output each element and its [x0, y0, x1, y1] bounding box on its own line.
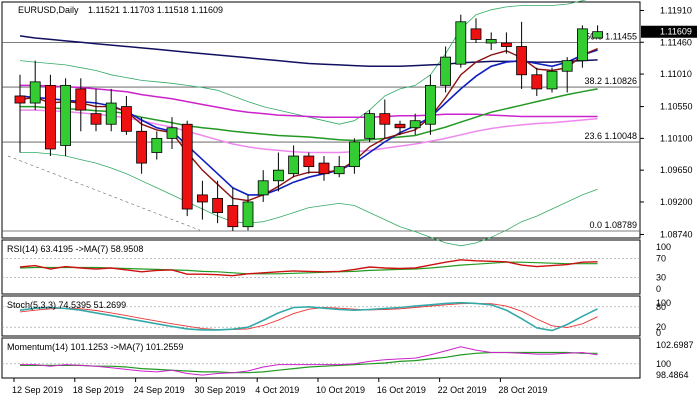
momentum-axis-label-2: 98.4864	[656, 370, 689, 380]
fib-label-1: 38.2 1.10826	[584, 76, 637, 86]
main-panel-frame	[1, 1, 641, 239]
candle-body-24	[379, 113, 391, 125]
candle-body-32	[500, 42, 512, 47]
date-tick-label-4: 4 Oct 2019	[255, 385, 299, 395]
axes: 1.11910 1.11460 1.11010 1.10550 1.10100 1.096…	[12, 5, 697, 395]
stoch-axis-label-1: 80	[656, 302, 666, 312]
rsi-axis-label-0: 100	[656, 242, 671, 252]
ohlc-header: 1.11521 1.11703 1.11518 1.11609	[88, 5, 223, 15]
candle-body-36	[561, 60, 573, 72]
price-tick-label-7: 1.08740	[660, 229, 693, 239]
candle-body-1	[29, 81, 41, 104]
symbol-header: EURUSD,Daily	[18, 5, 79, 15]
candle-body-35	[546, 70, 558, 90]
candle-body-16	[257, 180, 269, 196]
date-tick-label-6: 16 Oct 2019	[377, 385, 426, 395]
candle-body-5	[90, 113, 102, 125]
momentum-panel-frame	[1, 337, 641, 379]
rsi-axis-label-3: 0	[656, 284, 661, 294]
candle-body-30	[470, 28, 482, 40]
bollinger-lower-line	[20, 152, 598, 247]
candle-body-3	[60, 84, 71, 146]
last-price-box	[641, 25, 697, 38]
candle-body-8	[136, 130, 148, 164]
price-tick-label-3: 1.10550	[660, 102, 693, 112]
candle-body-6	[105, 102, 117, 125]
fib-label-0: 50.0 1.11455	[585, 32, 637, 42]
candle-body-18	[288, 155, 300, 175]
candle-body-33	[516, 46, 527, 76]
fib-label-2: 23.6 1.10048	[584, 131, 637, 141]
candle-body-37	[577, 28, 588, 62]
candle-body-20	[318, 162, 330, 175]
rsi-axis-label-1: 70	[656, 253, 666, 263]
candle-body-9	[151, 137, 163, 153]
price-tick-label-1: 1.11460	[660, 37, 692, 47]
candle-body-31	[485, 39, 497, 44]
date-tick-label-1: 18 Sep 2019	[73, 385, 124, 395]
candle-body-34	[531, 74, 543, 90]
ma-magenta-line	[20, 84, 598, 118]
fibonacci-levels: 50.0 1.11455 38.2 1.10826 23.6 1.10048 0.0 …	[2, 32, 640, 232]
candle-body-4	[75, 88, 87, 111]
stoch-k-line	[19, 301, 598, 332]
date-tick-label-3: 30 Sep 2019	[194, 385, 245, 395]
fib-label-3: 0.0 1.08789	[589, 220, 637, 230]
candle-body-26	[409, 120, 421, 129]
candle-body-25	[394, 123, 406, 129]
rsi-axis-label-2: 30	[656, 273, 666, 283]
candle-body-28	[440, 56, 452, 86]
candle-body-23	[364, 113, 376, 139]
ma-navy-line	[19, 35, 598, 68]
candle-body-13	[212, 198, 224, 213]
price-tick-label-2: 1.11010	[660, 69, 692, 79]
candle-body-12	[196, 194, 208, 203]
momentum-line	[20, 346, 598, 376]
candles	[14, 14, 603, 231]
price-tick-label-4: 1.10100	[660, 133, 693, 143]
candle-body-0	[14, 95, 26, 104]
stoch-axis-label-3: 0	[656, 328, 661, 338]
candle-body-17	[272, 169, 284, 182]
candle-body-27	[424, 84, 436, 125]
stoch-d-line	[19, 302, 598, 331]
candle-body-14	[227, 205, 239, 228]
candle-body-15	[242, 201, 254, 228]
date-tick-label-5: 10 Oct 2019	[316, 385, 365, 395]
rsi-panel-frame	[1, 239, 641, 295]
stoch-label: Stoch(5,3,3) 74.5395 51.2699	[7, 300, 126, 310]
candle-body-21	[333, 166, 345, 175]
momentum-axis-label-0: 102.6987	[656, 340, 694, 350]
candle-body-11	[181, 123, 193, 210]
last-price-label: 1.11609	[660, 27, 692, 37]
stoch-axis-label-2: 20	[656, 322, 666, 332]
trend-line	[7, 155, 201, 231]
rsi-label: RSI(14) 63.4195 ->MA(7) 58.9508	[7, 244, 143, 254]
momentum-label: Momentum(14) 101.1253 ->MA(7) 101.2559	[7, 342, 183, 352]
date-tick-label-0: 12 Sep 2019	[12, 385, 63, 395]
stoch-axis-label-0: 100	[656, 298, 671, 308]
candle-body-22	[348, 141, 360, 168]
date-tick-label-7: 22 Oct 2019	[438, 385, 487, 395]
price-tick-label-0: 1.11910	[660, 5, 692, 15]
candle-body-38	[592, 31, 603, 39]
candle-body-2	[45, 84, 56, 150]
date-tick-label-8: 28 Oct 2019	[498, 385, 547, 395]
price-tick-label-6: 1.09200	[660, 197, 693, 207]
price-tick-label-5: 1.09650	[660, 165, 693, 175]
momentum-ma-line	[20, 351, 598, 374]
date-tick-label-2: 24 Sep 2019	[134, 385, 185, 395]
candle-body-19	[303, 155, 315, 168]
rsi-line	[19, 259, 598, 277]
momentum-axis-label-1: 100	[656, 359, 671, 369]
candle-body-7	[121, 106, 132, 132]
stoch-panel-frame	[1, 295, 641, 337]
candle-body-10	[166, 127, 178, 139]
candle-body-29	[455, 21, 467, 65]
